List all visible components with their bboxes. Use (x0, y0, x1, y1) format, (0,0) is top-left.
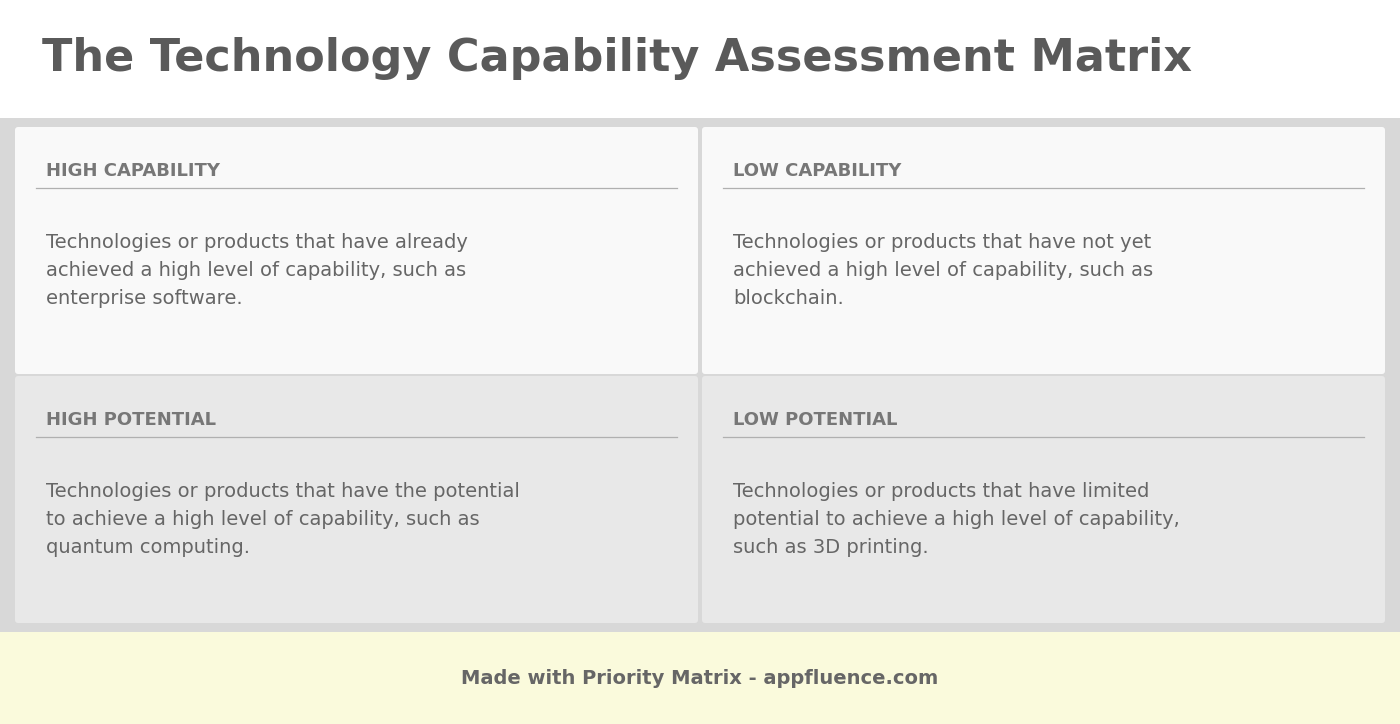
Text: The Technology Capability Assessment Matrix: The Technology Capability Assessment Mat… (42, 38, 1193, 80)
Bar (0, 118, 1400, 632)
Bar (0, 632, 1400, 724)
Text: Technologies or products that have the potential
to achieve a high level of capa: Technologies or products that have the p… (46, 482, 519, 557)
FancyBboxPatch shape (701, 376, 1385, 623)
Text: HIGH POTENTIAL: HIGH POTENTIAL (46, 411, 216, 429)
FancyBboxPatch shape (15, 127, 699, 374)
Text: Technologies or products that have not yet
achieved a high level of capability, : Technologies or products that have not y… (734, 233, 1154, 308)
Text: HIGH CAPABILITY: HIGH CAPABILITY (46, 162, 220, 180)
Text: Technologies or products that have limited
potential to achieve a high level of : Technologies or products that have limit… (734, 482, 1180, 557)
Text: LOW POTENTIAL: LOW POTENTIAL (734, 411, 897, 429)
Bar (0, 0, 1400, 118)
Text: LOW CAPABILITY: LOW CAPABILITY (734, 162, 902, 180)
FancyBboxPatch shape (701, 127, 1385, 374)
FancyBboxPatch shape (15, 376, 699, 623)
Text: Technologies or products that have already
achieved a high level of capability, : Technologies or products that have alrea… (46, 233, 468, 308)
Text: Made with Priority Matrix - appfluence.com: Made with Priority Matrix - appfluence.c… (462, 668, 938, 688)
